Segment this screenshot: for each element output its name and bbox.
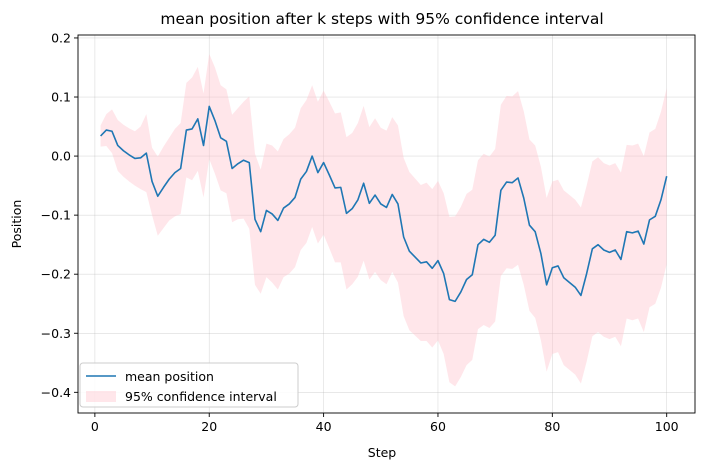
legend: mean position 95% confidence interval (79, 362, 299, 408)
confidence-interval-band (100, 53, 667, 387)
x-tick-label: 40 (316, 419, 332, 434)
grid-lines (78, 35, 695, 413)
legend-box (79, 362, 299, 408)
y-tick-label: 0.0 (51, 149, 71, 164)
x-axis-label: Step (368, 445, 397, 460)
plot-frame (77, 34, 696, 414)
confidence-band-layer (100, 53, 667, 387)
mean-line-layer (100, 105, 668, 303)
y-tick-label: −0.1 (41, 208, 71, 223)
x-ticks: 0 20 40 60 80 100 (91, 413, 679, 434)
x-tick-label: 100 (655, 419, 679, 434)
y-tick-label: −0.4 (41, 385, 71, 400)
y-tick-label: −0.3 (41, 326, 71, 341)
y-ticks: −0.4 −0.3 −0.2 −0.1 0.0 0.1 0.2 (41, 30, 78, 400)
legend-label-confidence-interval: 95% confidence interval (125, 389, 277, 404)
x-tick-label: 60 (430, 419, 446, 434)
mean-position-line (100, 105, 668, 303)
legend-swatch-confidence-interval (86, 391, 116, 402)
x-tick-label: 20 (201, 419, 217, 434)
legend-label-mean-position: mean position (125, 369, 214, 384)
x-tick-label: 0 (91, 419, 99, 434)
x-tick-label: 80 (544, 419, 560, 434)
chart-title: mean position after k steps with 95% con… (160, 10, 603, 28)
y-tick-label: 0.1 (51, 90, 71, 105)
y-tick-label: 0.2 (51, 30, 71, 45)
y-tick-label: −0.2 (41, 267, 71, 282)
y-axis-label: Position (9, 200, 24, 249)
